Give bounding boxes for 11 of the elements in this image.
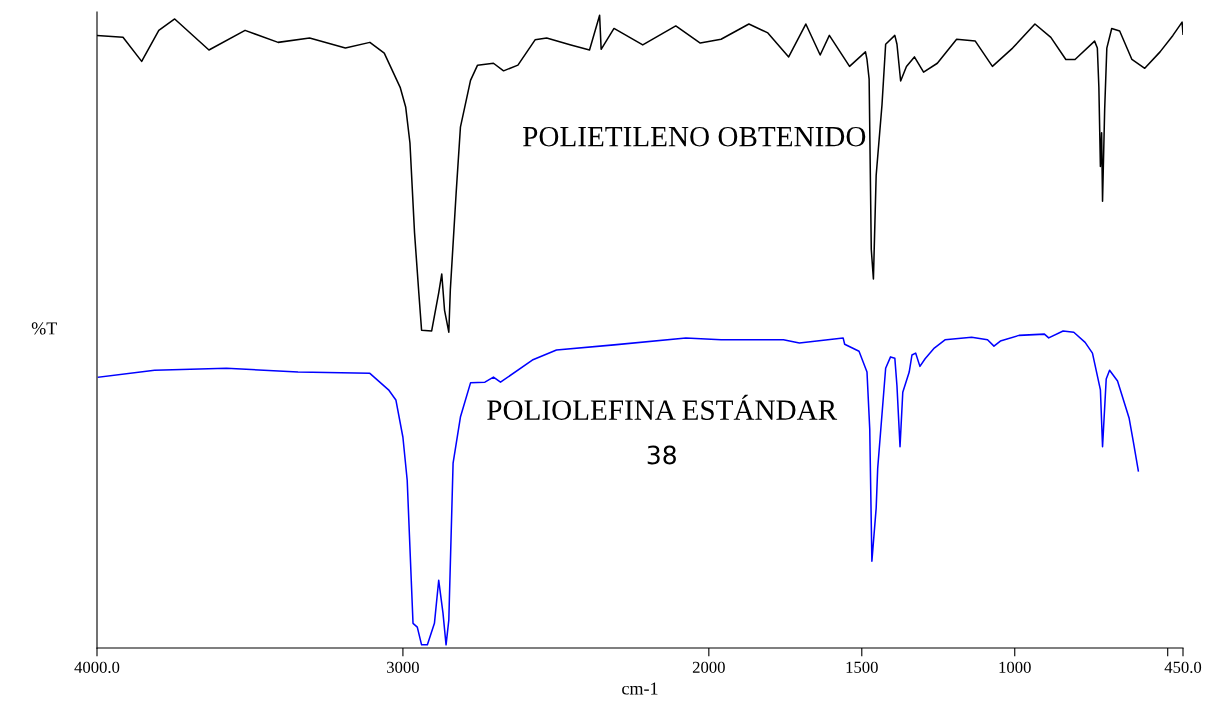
series-label: POLIOLEFINA ESTÁNDAR (487, 394, 838, 420)
series-label: POLIETILENO OBTENIDO (523, 126, 866, 147)
x-tick-label: 1500 (846, 661, 878, 673)
y-axis-title: %T (31, 322, 57, 335)
annotation: 38 (647, 445, 676, 465)
x-tick-label: 3000 (387, 661, 419, 673)
x-tick-label: 2000 (692, 661, 725, 673)
x-tick-label: 450.0 (1164, 661, 1202, 673)
x-tick-label: 4000.0 (74, 661, 120, 673)
x-tick-label: 1000 (999, 661, 1031, 673)
x-axis-title: cm-1 (622, 682, 658, 695)
